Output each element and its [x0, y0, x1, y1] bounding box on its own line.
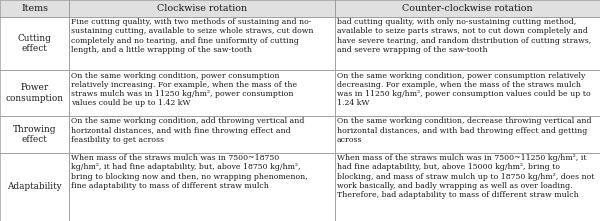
Bar — [335, 70, 600, 116]
Bar — [0, 17, 69, 70]
Text: When mass of the straws mulch was in 7500~18750
kg/hm², it had fine adaptability: When mass of the straws mulch was in 750… — [71, 154, 308, 190]
Text: On the same working condition, power consumption relatively
decreasing. For exam: On the same working condition, power con… — [337, 72, 590, 107]
Bar — [335, 0, 600, 17]
Bar — [335, 153, 600, 221]
Text: bad cutting quality, with only no-sustaining cutting method,
available to seize : bad cutting quality, with only no-sustai… — [337, 18, 591, 54]
Text: Clockwise rotation: Clockwise rotation — [157, 4, 247, 13]
Bar — [0, 70, 69, 116]
Bar — [69, 116, 335, 153]
Bar — [69, 17, 335, 70]
Text: Adaptability: Adaptability — [7, 182, 62, 191]
Bar — [335, 17, 600, 70]
Bar — [69, 0, 335, 17]
Text: Cutting
effect: Cutting effect — [17, 34, 52, 53]
Bar — [69, 70, 335, 116]
Bar — [335, 116, 600, 153]
Text: On the same working condition, add throwing vertical and
horizontal distances, a: On the same working condition, add throw… — [71, 117, 305, 144]
Text: When mass of the straws mulch was in 7500~11250 kg/hm², it
had fine adaptability: When mass of the straws mulch was in 750… — [337, 154, 595, 199]
Bar — [0, 116, 69, 153]
Text: Counter-clockwise rotation: Counter-clockwise rotation — [402, 4, 533, 13]
Text: Items: Items — [21, 4, 48, 13]
Text: On the same working condition, power consumption
relatively increasing. For exam: On the same working condition, power con… — [71, 72, 298, 107]
Text: Throwing
effect: Throwing effect — [13, 125, 56, 144]
Bar — [69, 153, 335, 221]
Bar — [0, 153, 69, 221]
Text: Power
consumption: Power consumption — [5, 84, 64, 103]
Text: Fine cutting quality, with two methods of sustaining and no-
sustaining cutting,: Fine cutting quality, with two methods o… — [71, 18, 314, 54]
Bar — [0, 0, 69, 17]
Text: On the same working condition, decrease throwing vertical and
horizontal distanc: On the same working condition, decrease … — [337, 117, 592, 144]
